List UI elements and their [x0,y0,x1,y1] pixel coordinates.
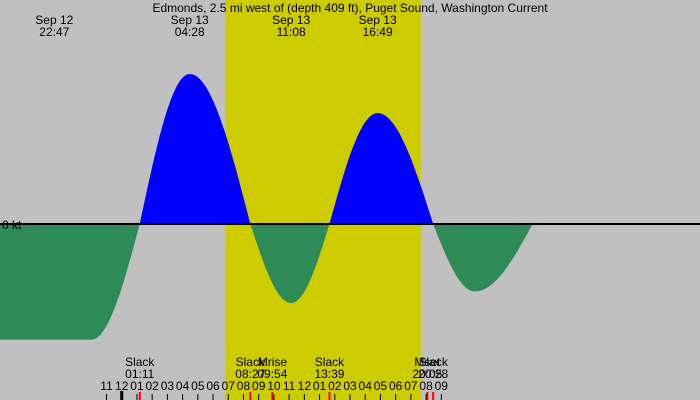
hour-tick-mark [425,394,427,400]
event-marker [328,392,331,400]
hour-tick-label: 06 [206,379,220,393]
event-marker [432,392,435,400]
hour-tick-label: 03 [161,379,175,393]
hour-tick-mark [136,394,138,400]
event-marker [271,392,274,400]
extreme-time-label: 04:28 [175,25,205,39]
hour-tick-label: 12 [298,379,312,393]
hour-tick-mark [227,394,229,400]
hour-tick-mark [319,394,321,400]
hour-tick-mark [258,394,260,400]
hour-tick-label: 08 [237,379,251,393]
hour-tick-label: 03 [343,379,357,393]
hour-tick-mark [166,394,168,400]
event-time-label: 20:05 [412,367,442,381]
event-name-label: Mrise [258,355,288,369]
hour-tick-mark [197,394,199,400]
hour-tick-label: 02 [145,379,159,393]
hour-tick-label: 04 [176,379,190,393]
chart-title: Edmonds, 2.5 mi west of (depth 409 ft), … [152,1,548,15]
event-time-label: 20:28 [418,367,448,381]
event-marker [426,392,429,400]
hour-tick-mark [349,394,351,400]
hour-tick-mark [182,394,184,400]
event-time-label: 01:11 [125,367,154,381]
hour-tick-mark [410,394,412,400]
hour-tick-label: 01 [130,379,144,393]
hour-tick-label: 08 [419,379,433,393]
hour-tick-mark [334,394,336,400]
hour-tick-label: 02 [328,379,342,393]
extreme-time-label: 11:08 [277,25,306,39]
flood-current-area [0,74,533,224]
hour-tick-label: 12 [115,379,129,393]
extreme-date-label: Sep 13 [272,13,310,27]
event-name-label: Slack [315,355,345,369]
extreme-time-label: 16:49 [363,25,393,39]
hour-tick-mark [106,394,108,400]
event-labels: Slack01:11Slack08:27Mrise09:54Slack13:39… [125,355,449,400]
event-name-label: Mset [414,355,441,369]
hour-tick-label: 11 [283,379,296,393]
hour-tick-label: 06 [389,379,403,393]
zero-kt-label: 0 kt [2,218,22,232]
hour-tick-mark [395,394,397,400]
hour-tick-label: 05 [374,379,388,393]
event-marker [138,392,141,400]
event-time-label: 08:27 [235,367,265,381]
event-time-label: 13:39 [314,367,344,381]
event-time-label: 09:54 [257,367,287,381]
hour-tick-label: 09 [435,379,449,393]
extreme-time-label: 22:47 [39,25,69,39]
hour-tick-label: 11 [100,379,113,393]
hour-tick-label: 05 [191,379,205,393]
event-name-label: Slack [419,355,449,369]
hour-tick-mark [288,394,290,400]
ebb-current-area [0,224,533,340]
extreme-date-label: Sep 13 [171,13,209,27]
hour-tick-mark [364,394,366,400]
event-name-label: Slack [125,355,155,369]
hour-tick-label: 07 [222,379,236,393]
extreme-date-label: Sep 12 [35,13,73,27]
hour-tick-mark [303,394,305,400]
hour-axis: 11 12 01 02 03 04 05 06 07 08 09 10 11 12 01 02 03 04 05 06… [100,379,448,400]
hour-tick-mark [379,394,381,400]
hour-tick-mark [151,394,153,400]
midnight-marker [120,391,124,400]
event-name-label: Slack [236,355,266,369]
extreme-date-label: Sep 13 [359,13,397,27]
event-marker [249,392,252,400]
hour-tick-label: 10 [267,379,281,393]
hour-tick-label: 07 [404,379,418,393]
hour-tick-mark [242,394,244,400]
hour-tick-mark [440,394,442,400]
hour-tick-mark [273,394,275,400]
hour-tick-label: 04 [359,379,373,393]
hour-tick-label: 09 [252,379,266,393]
hour-tick-label: 01 [313,379,327,393]
hour-tick-mark [212,394,214,400]
